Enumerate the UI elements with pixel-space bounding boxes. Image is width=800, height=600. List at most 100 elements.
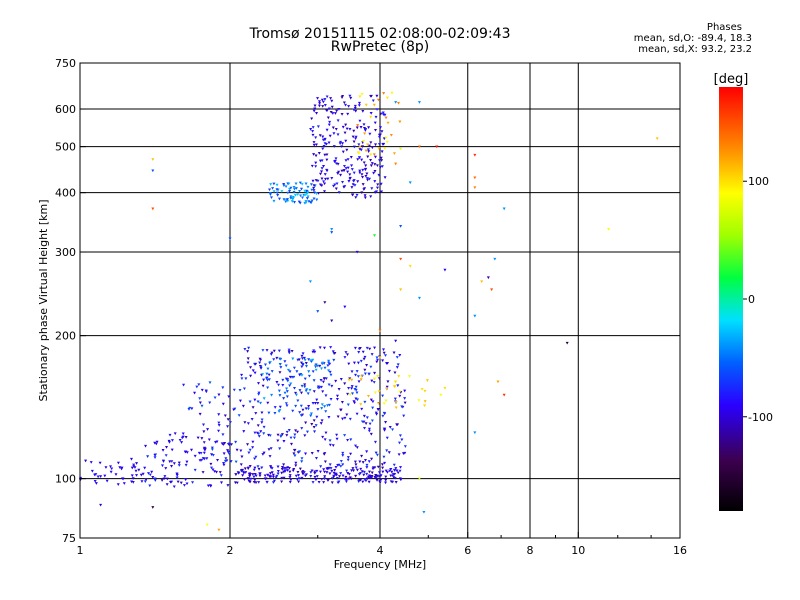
data-point [259,367,263,370]
data-point [218,471,222,474]
data-point [284,377,288,381]
data-point [382,411,386,415]
data-point [417,477,421,481]
data-point [379,156,383,160]
data-point [275,474,279,478]
data-point [144,444,148,448]
data-point [292,200,296,204]
data-point [253,466,257,470]
data-point [328,439,332,443]
data-point [400,405,404,409]
data-point [393,385,397,388]
data-point [344,167,348,170]
data-point [382,137,386,141]
data-point [299,373,303,376]
data-point [337,191,341,194]
data-point [299,391,303,395]
data-point [256,424,260,428]
data-point [300,374,304,377]
data-point [285,198,289,201]
data-point [376,465,380,469]
data-point [395,356,399,359]
data-point [226,450,230,454]
data-point [283,469,287,473]
data-point [289,195,293,199]
data-point [352,145,356,149]
data-point [287,428,291,432]
data-point [257,391,261,395]
data-point [349,96,353,100]
data-point [193,468,197,472]
data-point [396,423,400,427]
data-point [357,473,361,476]
data-point [321,100,325,104]
plot-frame [79,62,681,539]
data-point [133,466,137,469]
data-point [333,159,337,163]
data-point [353,387,357,391]
data-point [282,476,286,480]
data-point [352,179,356,183]
data-point [177,464,181,467]
data-point [354,466,358,470]
data-point [283,360,287,363]
data-point [240,468,244,472]
data-point [316,179,320,183]
data-point [300,384,304,388]
data-point [490,288,494,292]
data-point [230,443,234,446]
data-point [336,133,340,137]
data-point [327,361,331,365]
data-point [368,177,372,181]
data-point [350,193,354,197]
data-point [294,429,298,433]
data-point [383,461,387,465]
data-point [375,474,379,478]
data-point [352,469,356,473]
data-point [336,415,340,419]
data-point [357,104,361,107]
data-point [314,161,318,165]
data-point [281,383,285,387]
data-point [282,184,286,188]
data-point [233,407,237,411]
data-point [148,473,152,477]
data-point [170,465,174,468]
data-point [217,429,221,433]
data-point [376,402,380,406]
data-point [297,358,301,362]
data-point [372,153,376,157]
data-point [234,473,238,476]
data-point [321,390,325,394]
data-point [319,422,323,425]
data-point [473,176,477,180]
data-point [237,414,241,417]
data-point [298,450,302,454]
data-point [313,475,317,479]
data-point [306,185,310,189]
data-point [291,196,295,199]
data-point [337,107,341,111]
data-point [294,464,298,468]
data-point [345,148,349,152]
data-point [383,176,387,179]
data-point [244,471,248,474]
data-point [201,471,205,474]
data-point [364,103,368,107]
data-point [359,378,363,382]
data-point [261,349,265,352]
data-point [320,98,324,102]
data-point [130,480,134,484]
data-point [282,182,286,186]
data-point [165,446,169,449]
data-point [267,373,271,377]
data-point [234,473,238,476]
data-point [435,145,439,149]
data-point [246,422,250,425]
data-point [373,121,377,125]
data-point [277,197,281,201]
data-point [292,386,296,390]
data-point [326,479,330,482]
data-point [284,467,288,470]
data-point [311,179,315,183]
